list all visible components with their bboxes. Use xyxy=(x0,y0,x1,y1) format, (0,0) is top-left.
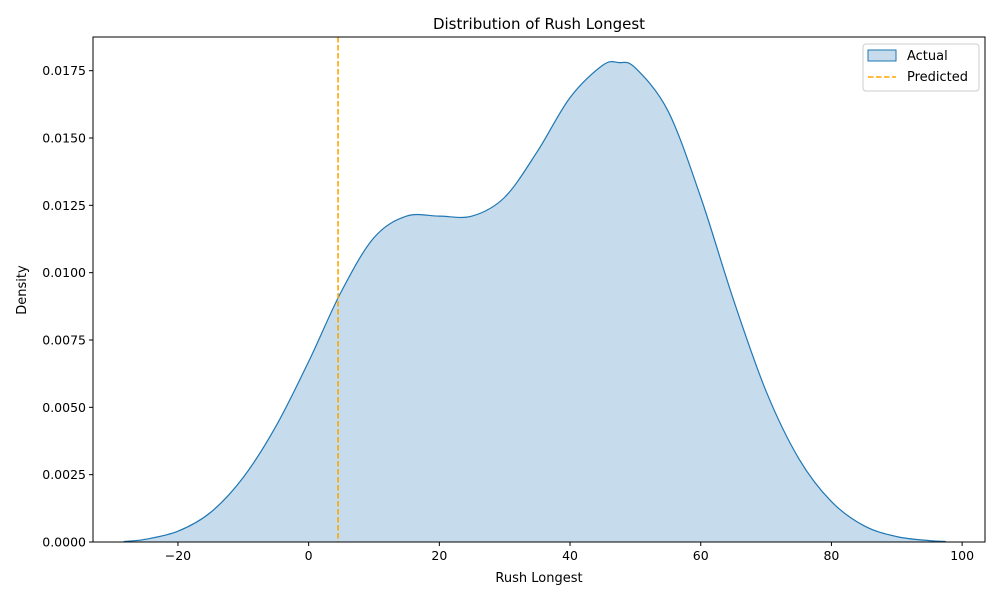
x-tick-label: 60 xyxy=(693,548,709,563)
x-tick-label: −20 xyxy=(165,548,191,563)
x-axis-ticks: −20 0 20 40 60 80 100 xyxy=(165,542,974,563)
y-axis-label: Density xyxy=(15,265,30,315)
y-tick-label: 0.0050 xyxy=(42,400,86,415)
x-tick-label: 20 xyxy=(431,548,447,563)
y-tick-label: 0.0150 xyxy=(42,131,86,146)
y-tick-label: 0.0100 xyxy=(42,265,86,280)
kde-area-actual xyxy=(123,61,946,543)
legend-label-actual: Actual xyxy=(907,49,948,64)
x-tick-label: 80 xyxy=(823,548,839,563)
y-tick-label: 0.0125 xyxy=(42,198,86,213)
y-axis-ticks: 0.0000 0.0025 0.0050 0.0075 0.0100 0.0125 0.01… xyxy=(42,63,93,550)
x-axis-label: Rush Longest xyxy=(495,571,582,586)
y-tick-label: 0.0025 xyxy=(42,467,86,482)
y-tick-label: 0.0000 xyxy=(42,535,86,550)
chart-title: Distribution of Rush Longest xyxy=(433,15,645,33)
x-tick-label: 100 xyxy=(950,548,974,563)
x-tick-label: 0 xyxy=(305,548,313,563)
kde-line-actual xyxy=(123,60,946,543)
legend: Actual Predicted xyxy=(862,43,980,92)
x-tick-label: 40 xyxy=(562,548,578,563)
legend-label-predicted: Predicted xyxy=(907,70,968,85)
y-tick-label: 0.0175 xyxy=(42,63,86,78)
axes-frame xyxy=(92,36,986,543)
legend-swatch-actual xyxy=(867,49,897,62)
y-tick-label: 0.0075 xyxy=(42,333,86,348)
